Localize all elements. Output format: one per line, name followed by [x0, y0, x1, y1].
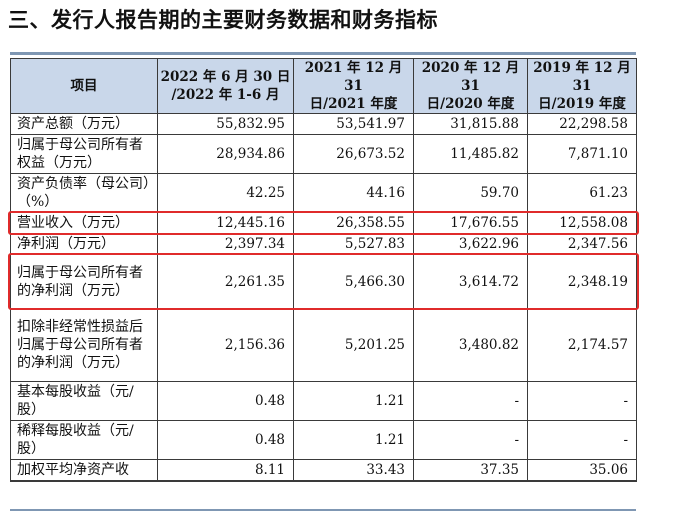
row-value: 44.16 — [293, 173, 414, 213]
section-title: 三、发行人报告期的主要财务数据和财务指标 — [8, 8, 438, 32]
table-row: 资产负债率（母公司）（%） 42.25 44.16 59.70 61.23 — [10, 173, 637, 213]
row-value: 1.21 — [293, 381, 414, 421]
header-2019-line2: 日/2019 年度 — [538, 96, 626, 112]
row-value: 0.48 — [157, 420, 294, 460]
row-value: 2,261.35 — [157, 254, 294, 309]
table-row: 稀释每股收益（元/股） 0.48 1.21- - — [10, 420, 637, 460]
row-value: 31,815.88 — [413, 113, 528, 135]
row-value: 59.70 — [413, 173, 528, 213]
row-value: 2,397.34 — [157, 233, 294, 255]
row-value: 7,871.10 — [527, 134, 637, 174]
row-label: 归属于母公司所有者权益（万元） — [10, 134, 158, 174]
header-2021-line1: 2021 年 12 月 31 — [304, 60, 403, 94]
table-row: 资产总额（万元） 55,832.95 53,541.97 31,815.88 22,29… — [10, 113, 637, 135]
row-value: 12,558.08 — [527, 212, 637, 234]
row-value: 33.43 — [293, 459, 414, 482]
row-label: 资产负债率（母公司）（%） — [10, 173, 158, 213]
table-row: 扣除非经常性损益后归属于母公司所有者的净利润（万元） 2,156.36 5,201.… — [10, 308, 637, 382]
header-item-label: 项目 — [70, 78, 98, 94]
row-value: 5,527.83 — [293, 233, 414, 255]
header-2022h1-line2: /2022 年 1-6 月 — [171, 87, 280, 103]
financial-data-table: 项目 2022 年 6 月 30 日/2022 年 1-6 月 2021 年 1… — [10, 58, 637, 482]
bottom-rule — [10, 509, 636, 511]
row-value: 1.21 — [293, 420, 414, 460]
header-2019: 2019 年 12 月 31 日/2019 年度 — [527, 58, 637, 114]
row-value: 28,934.86 — [157, 134, 294, 174]
row-value: - — [413, 420, 528, 460]
row-value: 26,673.52 — [293, 134, 414, 174]
row-value: 26,358.55 — [293, 212, 414, 234]
row-value: 37.35 — [413, 459, 528, 482]
row-value: 11,485.82 — [413, 134, 528, 174]
row-label: 稀释每股收益（元/股） — [10, 420, 158, 460]
row-value: 8.11 — [157, 459, 294, 482]
header-2020-line1: 2020 年 12 月 31 — [421, 60, 520, 94]
row-label: 资产总额（万元） — [10, 113, 158, 135]
table-row: 基本每股收益（元/股） 0.48 1.21- - — [10, 381, 637, 421]
row-value: 42.25 — [157, 173, 294, 213]
header-item: 项目 — [10, 58, 158, 114]
row-value: 2,347.56 — [527, 233, 637, 255]
header-2019-line1: 2019 年 12 月 31 — [533, 60, 631, 94]
row-label: 扣除非经常性损益后归属于母公司所有者的净利润（万元） — [10, 308, 158, 382]
row-value: - — [413, 381, 528, 421]
row-value: 2,348.19 — [527, 254, 637, 309]
row-value: 5,201.25 — [293, 308, 414, 382]
row-value: 2,156.36 — [157, 308, 294, 382]
header-2021-line2: 日/2021 年度 — [309, 96, 398, 112]
row-value: 22,298.58 — [527, 113, 637, 135]
header-2022h1-line1: 2022 年 6 月 30 日 — [160, 69, 291, 85]
row-label: 营业收入（万元） — [10, 212, 158, 234]
header-2020-line2: 日/2020 年度 — [426, 96, 515, 112]
highlight-box — [7, 210, 639, 235]
header-2021: 2021 年 12 月 31 日/2021 年度 — [293, 58, 414, 114]
row-label: 基本每股收益（元/股） — [10, 381, 158, 421]
row-value: 5,466.30 — [293, 254, 414, 309]
row-value: 3,480.82 — [413, 308, 528, 382]
table-row: 归属于母公司所有者权益（万元） 28,934.86 26,673.52 11,485.… — [10, 134, 637, 174]
table-row: 净利润（万元） 2,397.34 5,527.83 3,622.96 2,347.56 — [10, 233, 637, 255]
row-value: 55,832.95 — [157, 113, 294, 135]
table-row: 营业收入（万元） 12,445.16 26,358.55 17,676.55 12,55… — [10, 212, 637, 234]
row-value: - — [527, 381, 637, 421]
row-value: 35.06 — [527, 459, 637, 482]
header-2020: 2020 年 12 月 31 日/2020 年度 — [413, 58, 528, 114]
table-header-row: 项目 2022 年 6 月 30 日/2022 年 1-6 月 2021 年 1… — [10, 58, 637, 114]
row-label: 净利润（万元） — [10, 233, 158, 255]
row-value: 0.48 — [157, 381, 294, 421]
row-value: - — [527, 420, 637, 460]
top-rule — [10, 52, 636, 55]
row-label: 加权平均净资产收 — [10, 459, 158, 482]
header-2022h1: 2022 年 6 月 30 日/2022 年 1-6 月 — [157, 58, 294, 114]
highlight-box — [7, 252, 639, 310]
row-value: 3,622.96 — [413, 233, 528, 255]
row-value: 61.23 — [527, 173, 637, 213]
row-value: 2,174.57 — [527, 308, 637, 382]
table-row: 加权平均净资产收 8.11 33.43 37.35 35.06 — [10, 459, 637, 482]
row-value: 53,541.97 — [293, 113, 414, 135]
table-row: 归属于母公司所有者的净利润（万元） 2,261.35 5,466.30 3,614.7… — [10, 254, 637, 309]
row-value: 3,614.72 — [413, 254, 528, 309]
